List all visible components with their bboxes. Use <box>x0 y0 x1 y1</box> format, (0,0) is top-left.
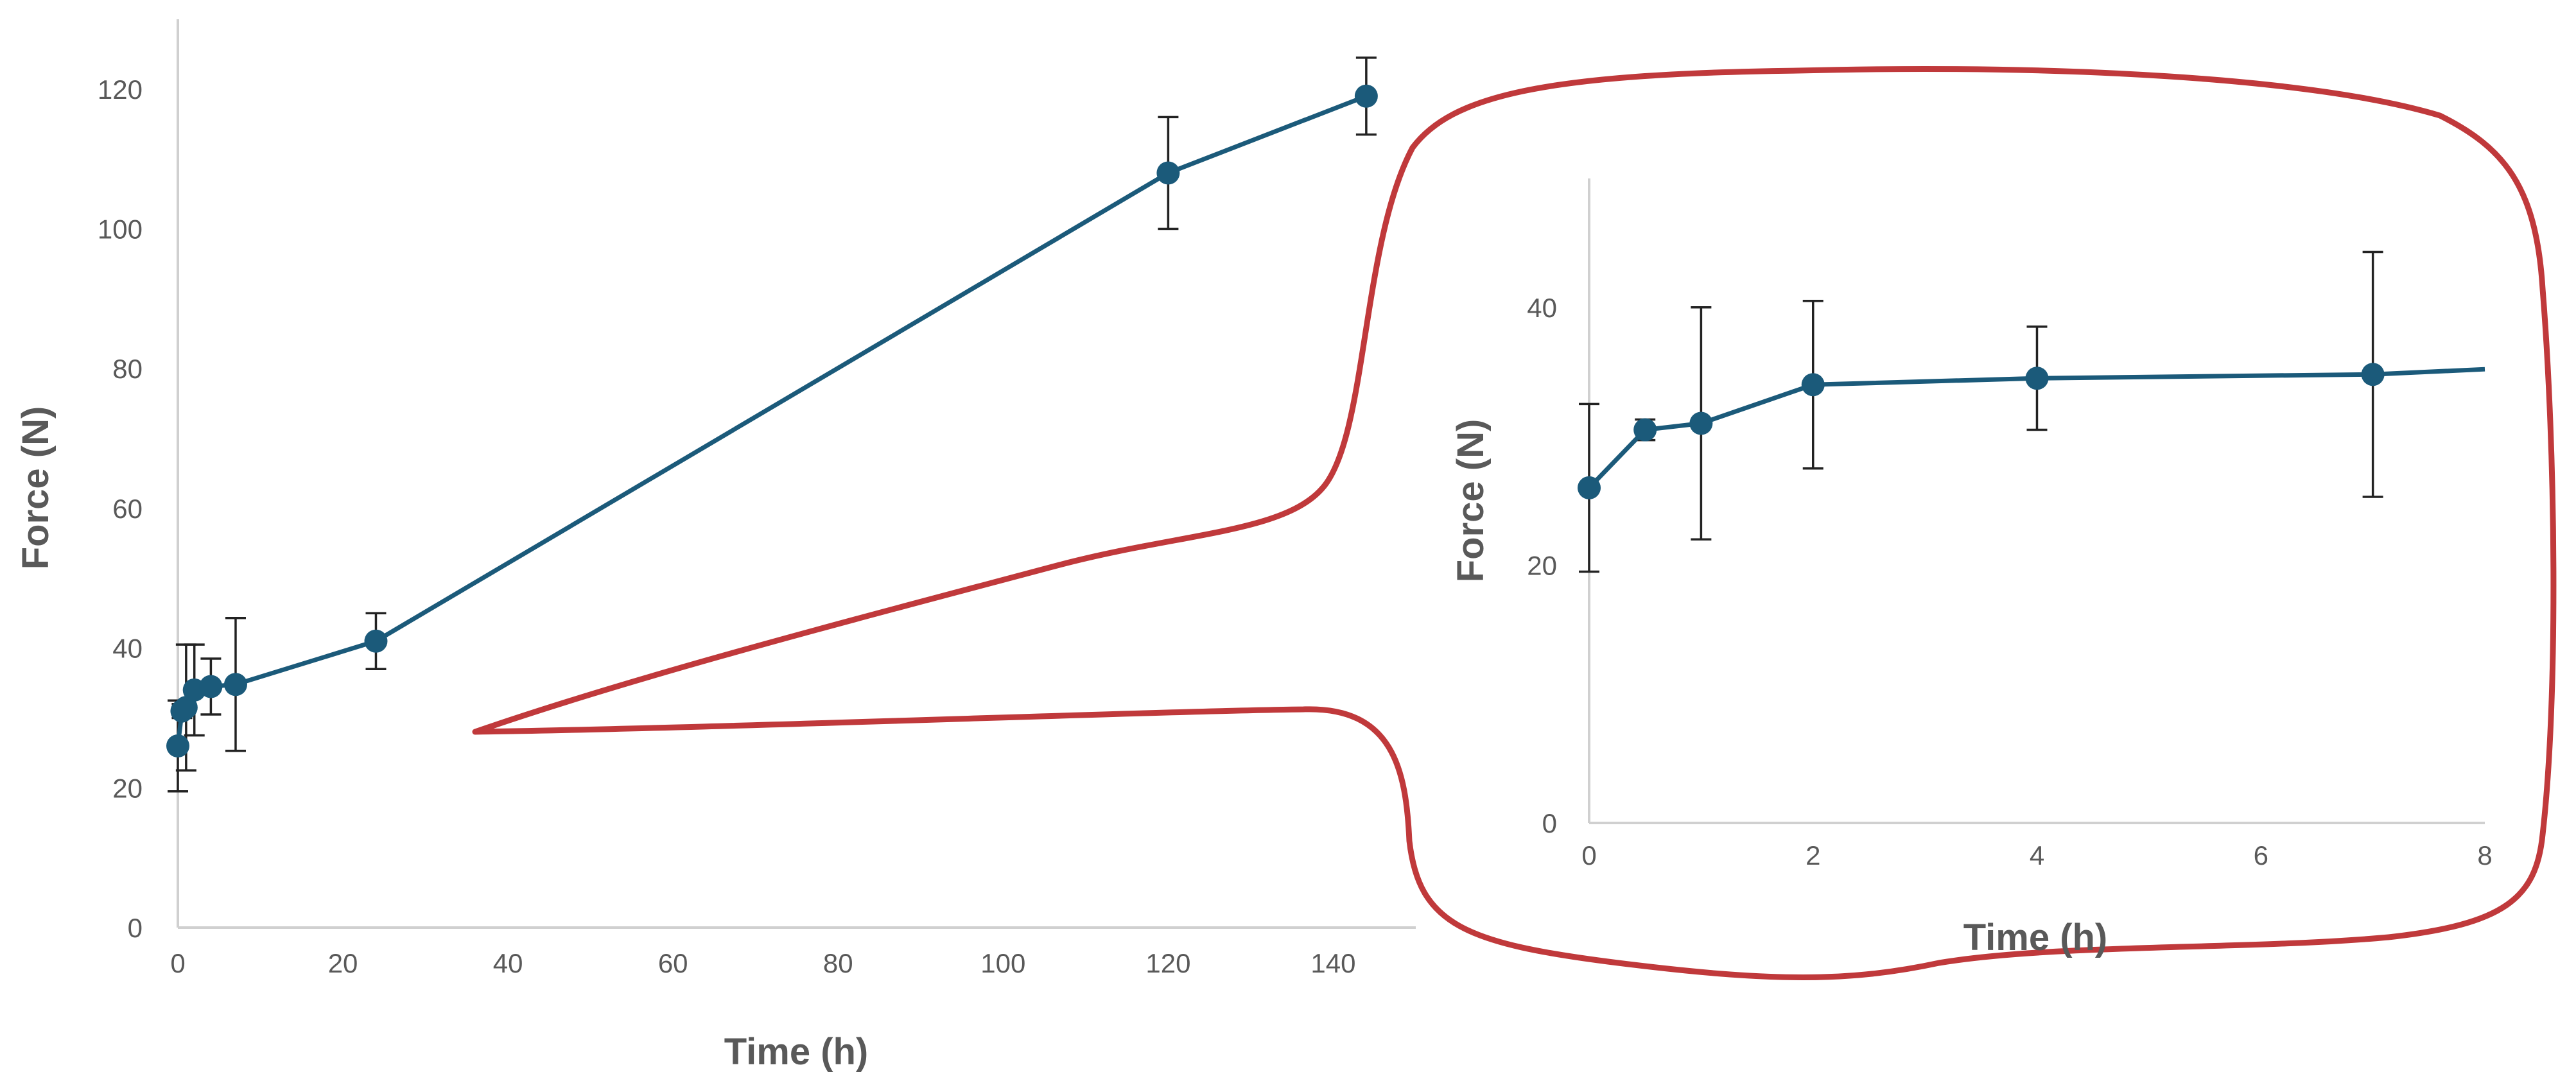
main-x-axis-title: Time (h) <box>724 1031 869 1073</box>
main-y-tick-label: 0 <box>128 913 143 943</box>
inset-data-point <box>1578 476 1601 499</box>
main-y-tick-label: 100 <box>98 214 143 245</box>
inset-x-tick-label: 2 <box>1806 840 1820 870</box>
main-x-tick-label: 60 <box>658 948 688 978</box>
inset-y-tick-label: 20 <box>1527 550 1557 580</box>
main-chart: 0 20 40 60 80 100 120 0 20 40 60 80 100 120 140 Time … <box>15 19 1416 1073</box>
main-x-tick-label: 140 <box>1310 948 1355 978</box>
main-series-line <box>175 94 1368 747</box>
main-x-tick-label: 20 <box>328 948 358 978</box>
main-data-point <box>364 629 388 653</box>
inset-x-tick-label: 8 <box>2477 840 2492 870</box>
main-y-axis-title: Force (N) <box>15 406 57 570</box>
main-x-tick-label: 80 <box>823 948 853 978</box>
main-x-tick-label: 40 <box>493 948 523 978</box>
main-data-point <box>223 673 247 696</box>
inset-data-point <box>2025 367 2049 390</box>
inset-x-tick-label: 0 <box>1581 840 1596 870</box>
main-y-tick-label: 120 <box>98 74 143 105</box>
inset-x-tick-label: 6 <box>2254 840 2268 870</box>
main-y-tick-label: 60 <box>112 494 143 524</box>
inset-y-axis-title: Force (N) <box>1450 419 1492 583</box>
inset-y-tick-label: 40 <box>1527 293 1557 323</box>
inset-data-point <box>2361 363 2385 386</box>
main-data-point <box>1354 84 1378 108</box>
inset-x-tick-label: 4 <box>2030 840 2044 870</box>
inset-data-point <box>1689 411 1713 435</box>
main-x-tick-label: 120 <box>1145 948 1190 978</box>
main-y-tick-label: 40 <box>112 634 143 664</box>
inset-data-point <box>1633 418 1657 442</box>
main-x-tick-label: 100 <box>980 948 1025 978</box>
inset-data-point <box>1801 373 1825 397</box>
inset-x-axis-title: Time (h) <box>1963 917 2108 958</box>
inset-y-tick-label: 0 <box>1542 808 1557 838</box>
main-x-tick-label: 0 <box>170 948 185 978</box>
inset-chart: 0 20 40 0 2 4 6 8 Time (h) Force (N) <box>1450 178 2493 958</box>
main-data-point <box>199 675 223 698</box>
zoom-callout-outline <box>472 66 2557 980</box>
main-y-tick-label: 80 <box>112 354 143 384</box>
main-data-point <box>1156 161 1180 185</box>
main-data-point <box>166 734 189 757</box>
main-y-tick-label: 20 <box>112 773 143 803</box>
main-data-point <box>174 696 198 720</box>
